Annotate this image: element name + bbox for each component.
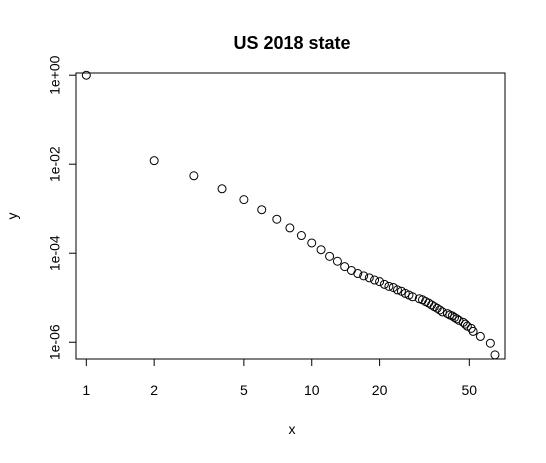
plot-area bbox=[75, 72, 506, 360]
data-point bbox=[272, 214, 282, 224]
data-point bbox=[81, 70, 91, 80]
data-point bbox=[332, 256, 342, 266]
y-tick-label: 1e-04 bbox=[47, 235, 63, 271]
data-point bbox=[424, 298, 434, 308]
data-point bbox=[384, 281, 394, 291]
data-point bbox=[340, 262, 350, 272]
data-point bbox=[450, 312, 460, 322]
data-point bbox=[239, 195, 249, 205]
data-point bbox=[437, 307, 447, 317]
data-point bbox=[307, 238, 317, 248]
data-point bbox=[475, 331, 485, 341]
data-point bbox=[442, 309, 452, 319]
y-tick-label: 1e-06 bbox=[47, 324, 63, 360]
y-axis-label: y bbox=[4, 213, 20, 220]
y-tick-label: 1e-02 bbox=[47, 146, 63, 182]
data-point bbox=[392, 285, 402, 295]
plot-border bbox=[75, 72, 506, 360]
data-point bbox=[316, 245, 326, 255]
data-point bbox=[447, 311, 457, 321]
data-point bbox=[460, 319, 470, 329]
data-point bbox=[375, 277, 385, 287]
data-point bbox=[149, 156, 159, 166]
x-tick-label: 5 bbox=[240, 382, 248, 398]
data-point bbox=[257, 205, 267, 215]
data-point bbox=[485, 338, 495, 348]
x-tick-label: 50 bbox=[462, 382, 478, 398]
data-point bbox=[364, 273, 374, 283]
data-point bbox=[370, 275, 380, 285]
data-point bbox=[296, 231, 306, 241]
data-point bbox=[189, 171, 199, 181]
x-axis: 1 2 5 10 20 50 bbox=[82, 358, 478, 398]
data-point bbox=[353, 269, 363, 279]
chart-title: US 2018 state bbox=[233, 33, 350, 53]
x-tick-label: 1 bbox=[82, 382, 90, 398]
x-tick-label: 20 bbox=[372, 382, 388, 398]
data-points bbox=[81, 70, 500, 360]
data-point bbox=[408, 292, 418, 302]
data-point bbox=[490, 350, 500, 360]
data-point bbox=[359, 271, 369, 281]
y-axis: 1e-06 1e-04 1e-02 1e+00 bbox=[47, 55, 77, 360]
x-axis-label: x bbox=[289, 421, 296, 437]
data-point bbox=[468, 326, 478, 336]
data-point bbox=[285, 223, 295, 233]
data-point bbox=[325, 251, 335, 261]
y-tick-label: 1e+00 bbox=[47, 55, 63, 95]
data-point bbox=[217, 184, 227, 194]
x-tick-label: 10 bbox=[304, 382, 320, 398]
data-point bbox=[435, 305, 445, 315]
data-point bbox=[379, 279, 389, 289]
x-tick-label: 2 bbox=[150, 382, 158, 398]
